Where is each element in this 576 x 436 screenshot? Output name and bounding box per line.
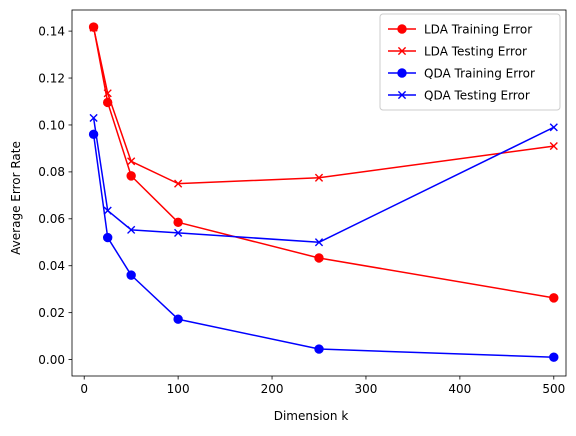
legend-label-3: QDA Training Error (424, 66, 535, 80)
x-tick-label-1: 0 (80, 382, 88, 396)
series-1-point-5 (314, 253, 324, 263)
series-4-point-5 (314, 238, 324, 247)
legend-label-2: LDA Testing Error (424, 44, 527, 58)
y-tick-label-7: 0.12 (38, 71, 65, 85)
legend-swatch-marker-4-stroke-b (397, 90, 407, 100)
x-tick-label-5: 400 (448, 382, 471, 396)
legend-swatch-marker-2 (397, 46, 407, 56)
legend-item-3: QDA Training Error (388, 66, 535, 80)
series-3-point-5 (314, 344, 324, 354)
series-4-point-6 (549, 123, 558, 132)
legend-box (379, 13, 561, 111)
series-2 (89, 23, 558, 188)
series-4-point-3 (127, 225, 136, 234)
series-4-point-5-stroke-b (314, 238, 324, 247)
y-tick-label-3: 0.04 (38, 259, 65, 273)
series-3-point-3 (126, 270, 136, 280)
legend-swatch-marker-2-stroke-b (397, 46, 407, 56)
legend-item-4: QDA Testing Error (388, 88, 530, 102)
plot-frame (71, 9, 567, 377)
series-2-point-4-stroke-b (174, 179, 183, 188)
x-tick-label-4: 300 (355, 382, 378, 396)
series-4 (89, 113, 558, 247)
series-3-point-6 (549, 352, 559, 362)
series-2-point-6 (549, 141, 558, 151)
series-1-point-4 (173, 217, 183, 228)
series-4-point-2-stroke-b (103, 206, 112, 215)
axes-layer: 0 100 200 300 400 500 0.00 0.02 0.04 0.06 0.08 0.10… (38, 9, 567, 396)
series-4-point-1-stroke-b (89, 113, 98, 123)
legend-swatch-marker-3 (397, 68, 407, 78)
series-4-point-6-stroke-b (549, 123, 558, 132)
legend-item-1: LDA Training Error (388, 22, 532, 36)
series-4-point-4-stroke-b (174, 228, 183, 237)
series-2-line (92, 26, 555, 185)
series-2-point-2 (103, 89, 112, 98)
series-1-line (92, 26, 555, 299)
series-3 (88, 129, 559, 362)
legend-swatch-marker-1 (397, 24, 407, 34)
series-4-line (92, 117, 555, 244)
series-3-point-2 (102, 232, 113, 243)
x-axis-label: Dimension k (274, 409, 349, 423)
series-2-point-1 (89, 23, 98, 32)
series-2-point-6-stroke-b (549, 141, 558, 151)
series-3-point-4 (173, 314, 183, 324)
series-4-point-1 (89, 113, 98, 123)
y-tick-label-5: 0.08 (38, 165, 65, 179)
series-2-point-4 (174, 179, 183, 188)
y-tick-label-6: 0.10 (38, 118, 65, 132)
series-1-point-3 (126, 171, 136, 181)
legend-item-2: LDA Testing Error (388, 44, 527, 58)
series-2-point-1-stroke-b (89, 23, 98, 32)
series-1-point-6 (549, 293, 559, 303)
legend-label-4: QDA Testing Error (424, 88, 530, 102)
series-4-point-2 (103, 206, 112, 215)
y-tick-label-8: 0.14 (38, 24, 65, 38)
y-axis-label: Average Error Rate (9, 141, 23, 255)
series-2-point-3 (127, 157, 136, 166)
series-2-point-2-stroke-b (103, 89, 112, 98)
x-tick-label-3: 200 (261, 382, 284, 396)
series-4-point-3-stroke-b (127, 225, 136, 234)
legend-swatch-marker-4 (397, 90, 407, 100)
series-3-line (92, 133, 555, 359)
x-tick-label-2: 100 (167, 382, 190, 396)
series-2-point-3-stroke-b (127, 157, 136, 166)
series-2-point-5 (314, 173, 324, 182)
series-2-point-5-stroke-b (314, 173, 324, 182)
y-tick-label-2: 0.02 (38, 306, 65, 320)
x-tick-label-6: 500 (542, 382, 565, 396)
legend: LDA Training Error LDA Testing Error QDA T… (379, 13, 561, 111)
y-tick-label-4: 0.06 (38, 212, 65, 226)
legend-label-1: LDA Training Error (424, 22, 532, 36)
series-layer (88, 22, 559, 362)
y-tick-label-1: 0.00 (38, 353, 65, 367)
series-4-point-4 (174, 228, 183, 237)
